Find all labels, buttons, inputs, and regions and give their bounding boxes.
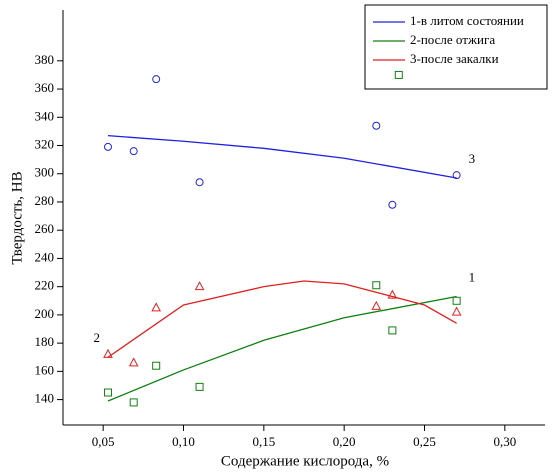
y-tick-label: 320 <box>35 136 55 151</box>
point <box>103 142 112 151</box>
y-axis-label: Твердость, HB <box>9 171 25 264</box>
fit-curve <box>107 280 457 358</box>
y-tick-label: 300 <box>35 165 55 180</box>
y-tick-label: 180 <box>35 334 55 349</box>
x-tick-label: 0,10 <box>172 434 195 449</box>
point <box>151 302 162 312</box>
y-tick-label: 340 <box>35 108 55 123</box>
y-tick-label: 360 <box>35 80 55 95</box>
point <box>372 121 381 130</box>
y-tick-label: 160 <box>35 362 55 377</box>
x-tick-label: 0,15 <box>252 434 275 449</box>
x-tick-label: 0,25 <box>413 434 436 449</box>
x-tick-label: 0,20 <box>333 434 356 449</box>
point <box>451 306 462 316</box>
point <box>372 281 381 290</box>
point <box>152 75 161 84</box>
point <box>129 147 138 156</box>
curve-label: 1 <box>469 270 476 285</box>
point <box>152 361 161 370</box>
legend-box <box>364 4 548 90</box>
point <box>371 300 382 310</box>
point <box>194 281 205 291</box>
point <box>195 382 204 391</box>
fit-curve <box>107 134 457 179</box>
y-tick-label: 260 <box>35 221 55 236</box>
y-tick-label: 220 <box>35 278 55 293</box>
x-tick-label: 0,30 <box>493 434 516 449</box>
point <box>103 348 113 358</box>
curve-label: 2 <box>93 330 100 345</box>
point <box>388 200 397 209</box>
point <box>195 178 204 187</box>
x-axis-label: Содержание кислорода, % <box>221 453 389 469</box>
point <box>103 388 112 397</box>
x-tick-label: 0,05 <box>92 434 115 449</box>
point <box>387 289 398 299</box>
point <box>129 398 138 407</box>
point <box>452 296 461 305</box>
point <box>452 171 461 180</box>
legend-label: 2-после отжига <box>410 32 495 47</box>
point <box>394 70 403 79</box>
y-tick-label: 200 <box>35 306 55 321</box>
legend-label: 1-в литом состоянии <box>410 13 524 28</box>
point <box>128 357 139 367</box>
fit-curve <box>107 295 457 402</box>
y-tick-label: 140 <box>35 391 55 406</box>
y-tick-label: 380 <box>35 52 55 67</box>
y-tick-label: 240 <box>35 249 55 264</box>
curve-label: 3 <box>469 151 476 166</box>
y-tick-label: 280 <box>35 193 55 208</box>
point <box>388 326 397 335</box>
legend-label: 3-после закалки <box>410 51 499 66</box>
